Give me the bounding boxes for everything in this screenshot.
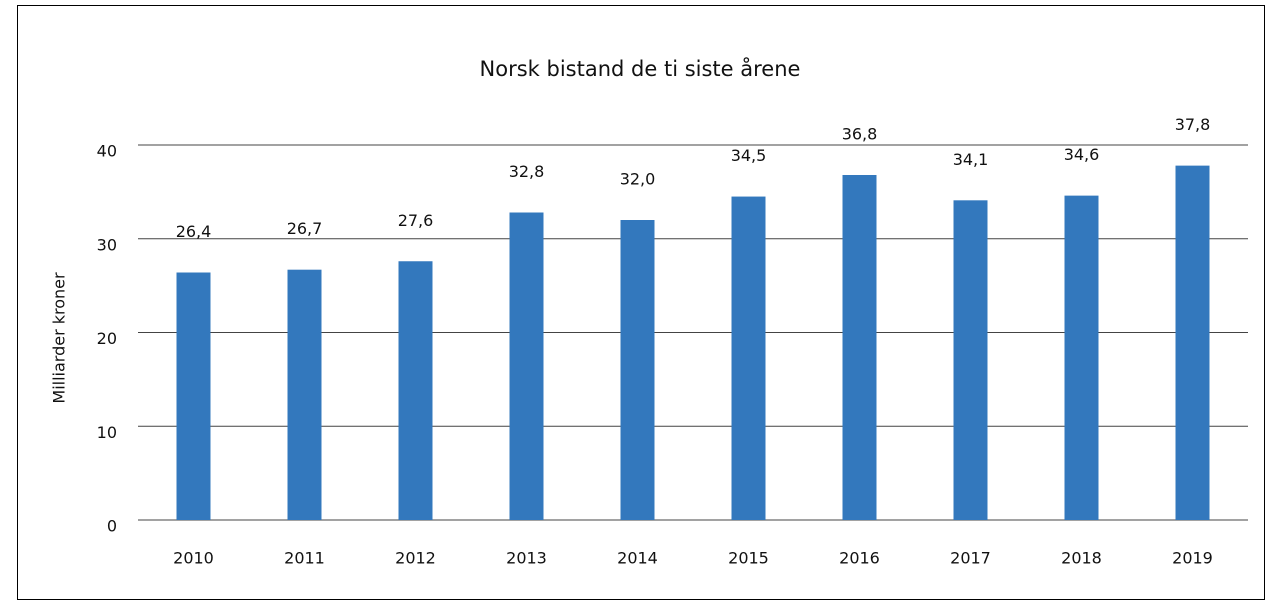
x-tick-label: 2018	[1061, 549, 1102, 568]
bar	[620, 220, 655, 520]
y-tick-label: 40	[97, 142, 117, 161]
frame	[17, 5, 1265, 600]
x-tick-label: 2014	[617, 549, 658, 568]
y-tick-label: 20	[97, 329, 117, 348]
value-label: 36,8	[842, 125, 878, 144]
y-tick-label: 10	[97, 423, 117, 442]
x-tick-label: 2013	[506, 549, 547, 568]
bar	[1064, 195, 1099, 520]
bar	[842, 175, 877, 520]
value-label: 34,5	[731, 146, 767, 165]
x-tick-label: 2011	[284, 549, 325, 568]
y-axis-label: Milliarder kroner	[50, 272, 69, 404]
bar	[731, 196, 766, 520]
x-tick-label: 2017	[950, 549, 991, 568]
value-label: 34,1	[953, 150, 989, 169]
y-tick-label: 30	[97, 235, 117, 254]
x-tick-label: 2012	[395, 549, 436, 568]
value-label: 26,7	[287, 219, 323, 238]
value-label: 32,8	[509, 162, 545, 181]
value-label: 26,4	[176, 222, 212, 241]
bar	[398, 261, 433, 520]
bar	[509, 212, 544, 520]
value-label: 27,6	[398, 211, 434, 230]
bar	[176, 272, 211, 520]
chart-title: Norsk bistand de ti siste årene	[480, 56, 801, 81]
x-tick-label: 2015	[728, 549, 769, 568]
value-label: 34,6	[1064, 145, 1100, 164]
bar	[953, 200, 988, 520]
x-tick-label: 2016	[839, 549, 880, 568]
value-label: 32,0	[620, 170, 656, 189]
bar	[287, 269, 322, 520]
x-tick-label: 2010	[173, 549, 214, 568]
bar	[1175, 165, 1210, 520]
x-tick-label: 2019	[1172, 549, 1213, 568]
value-label: 37,8	[1175, 115, 1211, 134]
y-tick-label: 0	[107, 517, 117, 536]
